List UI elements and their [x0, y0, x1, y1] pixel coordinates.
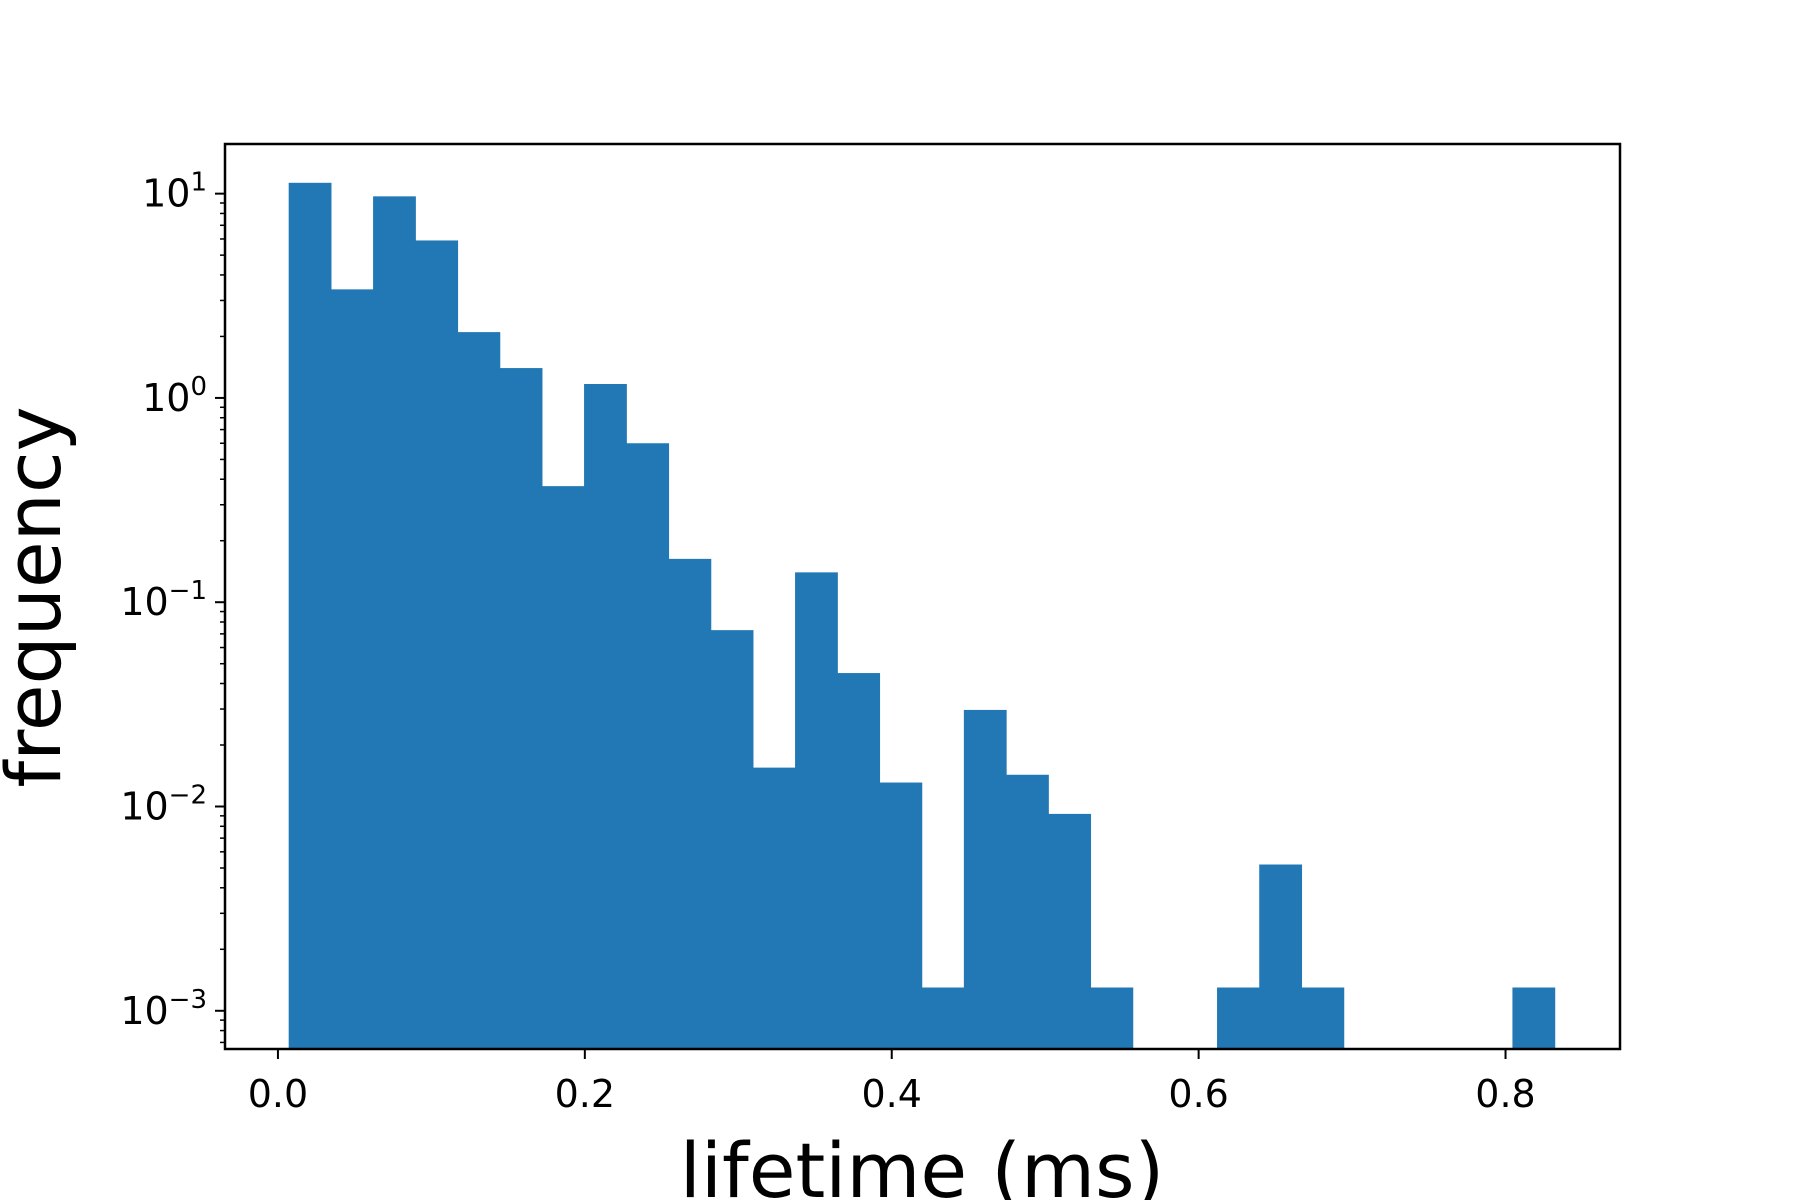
histogram-bar	[1006, 774, 1049, 1049]
x-tick-label: 0.4	[862, 1072, 922, 1116]
histogram-bar	[457, 332, 501, 1049]
x-tick-label: 0.8	[1475, 1072, 1535, 1116]
histogram-bar	[415, 240, 459, 1050]
x-ticks-group: 0.0 0.2 0.4 0.6 0.8	[248, 1049, 1536, 1116]
y-tick-label: 10−3	[120, 985, 207, 1033]
histogram-bar	[668, 558, 712, 1049]
y-tick-label: 10−1	[120, 576, 207, 624]
histogram-bar	[752, 767, 796, 1049]
histogram-bar	[373, 196, 416, 1050]
x-tick-label: 0.0	[248, 1072, 308, 1116]
histogram-bar	[1512, 987, 1556, 1049]
histogram-bar	[584, 384, 627, 1049]
x-tick-label: 0.2	[555, 1072, 615, 1116]
histogram-bar	[921, 987, 965, 1049]
histogram-bar	[1048, 813, 1092, 1049]
histogram-bar	[710, 630, 754, 1049]
y-tick-label: 101	[142, 168, 207, 216]
histogram-bar	[1259, 864, 1303, 1049]
y-axis-label: frequency	[0, 406, 78, 787]
histogram-bar	[1090, 987, 1134, 1049]
histogram-bar	[541, 486, 585, 1050]
y-tick-label: 100	[142, 372, 207, 420]
histogram-bar	[288, 182, 332, 1050]
x-axis-label: lifetime (ms)	[680, 1126, 1165, 1200]
histogram-bar	[499, 368, 543, 1049]
y-ticks-group: 101 100 10−1 10−2 10−3	[120, 168, 225, 1044]
x-tick-label: 0.6	[1168, 1072, 1228, 1116]
histogram-bar	[795, 572, 838, 1049]
histogram-bar	[879, 782, 923, 1049]
histogram-bar	[626, 443, 670, 1050]
bars-group	[288, 182, 1556, 1050]
histogram-bar	[963, 709, 1007, 1049]
plot-frame	[223, 142, 1622, 1051]
y-tick-label: 10−2	[120, 780, 207, 828]
histogram-bar	[330, 289, 374, 1049]
histogram-bar	[1217, 987, 1260, 1049]
histogram-bar	[837, 673, 881, 1049]
histogram-bar	[1301, 987, 1345, 1049]
